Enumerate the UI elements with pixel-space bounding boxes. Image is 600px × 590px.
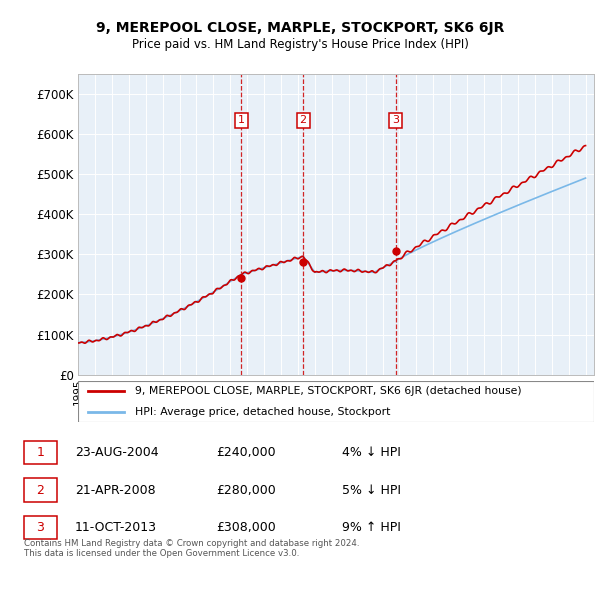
Text: Contains HM Land Registry data © Crown copyright and database right 2024.
This d: Contains HM Land Registry data © Crown c… <box>24 539 359 558</box>
Text: £308,000: £308,000 <box>216 521 276 534</box>
Text: 23-AUG-2004: 23-AUG-2004 <box>75 446 158 459</box>
FancyBboxPatch shape <box>78 381 594 422</box>
Text: £240,000: £240,000 <box>216 446 275 459</box>
Text: 4% ↓ HPI: 4% ↓ HPI <box>342 446 401 459</box>
FancyBboxPatch shape <box>24 478 57 502</box>
Text: 2: 2 <box>37 484 44 497</box>
Text: 3: 3 <box>392 116 399 126</box>
Text: 2: 2 <box>299 116 307 126</box>
Text: 1: 1 <box>37 446 44 459</box>
Text: Price paid vs. HM Land Registry's House Price Index (HPI): Price paid vs. HM Land Registry's House … <box>131 38 469 51</box>
Text: 1: 1 <box>238 116 245 126</box>
Text: 11-OCT-2013: 11-OCT-2013 <box>75 521 157 534</box>
Text: HPI: Average price, detached house, Stockport: HPI: Average price, detached house, Stoc… <box>135 407 390 417</box>
Text: 3: 3 <box>37 521 44 534</box>
FancyBboxPatch shape <box>24 516 57 539</box>
Text: 5% ↓ HPI: 5% ↓ HPI <box>342 484 401 497</box>
Text: 9, MEREPOOL CLOSE, MARPLE, STOCKPORT, SK6 6JR (detached house): 9, MEREPOOL CLOSE, MARPLE, STOCKPORT, SK… <box>135 386 521 396</box>
Text: 21-APR-2008: 21-APR-2008 <box>75 484 155 497</box>
Text: 9, MEREPOOL CLOSE, MARPLE, STOCKPORT, SK6 6JR: 9, MEREPOOL CLOSE, MARPLE, STOCKPORT, SK… <box>96 21 504 35</box>
Text: £280,000: £280,000 <box>216 484 276 497</box>
Text: 9% ↑ HPI: 9% ↑ HPI <box>342 521 401 534</box>
FancyBboxPatch shape <box>24 441 57 464</box>
